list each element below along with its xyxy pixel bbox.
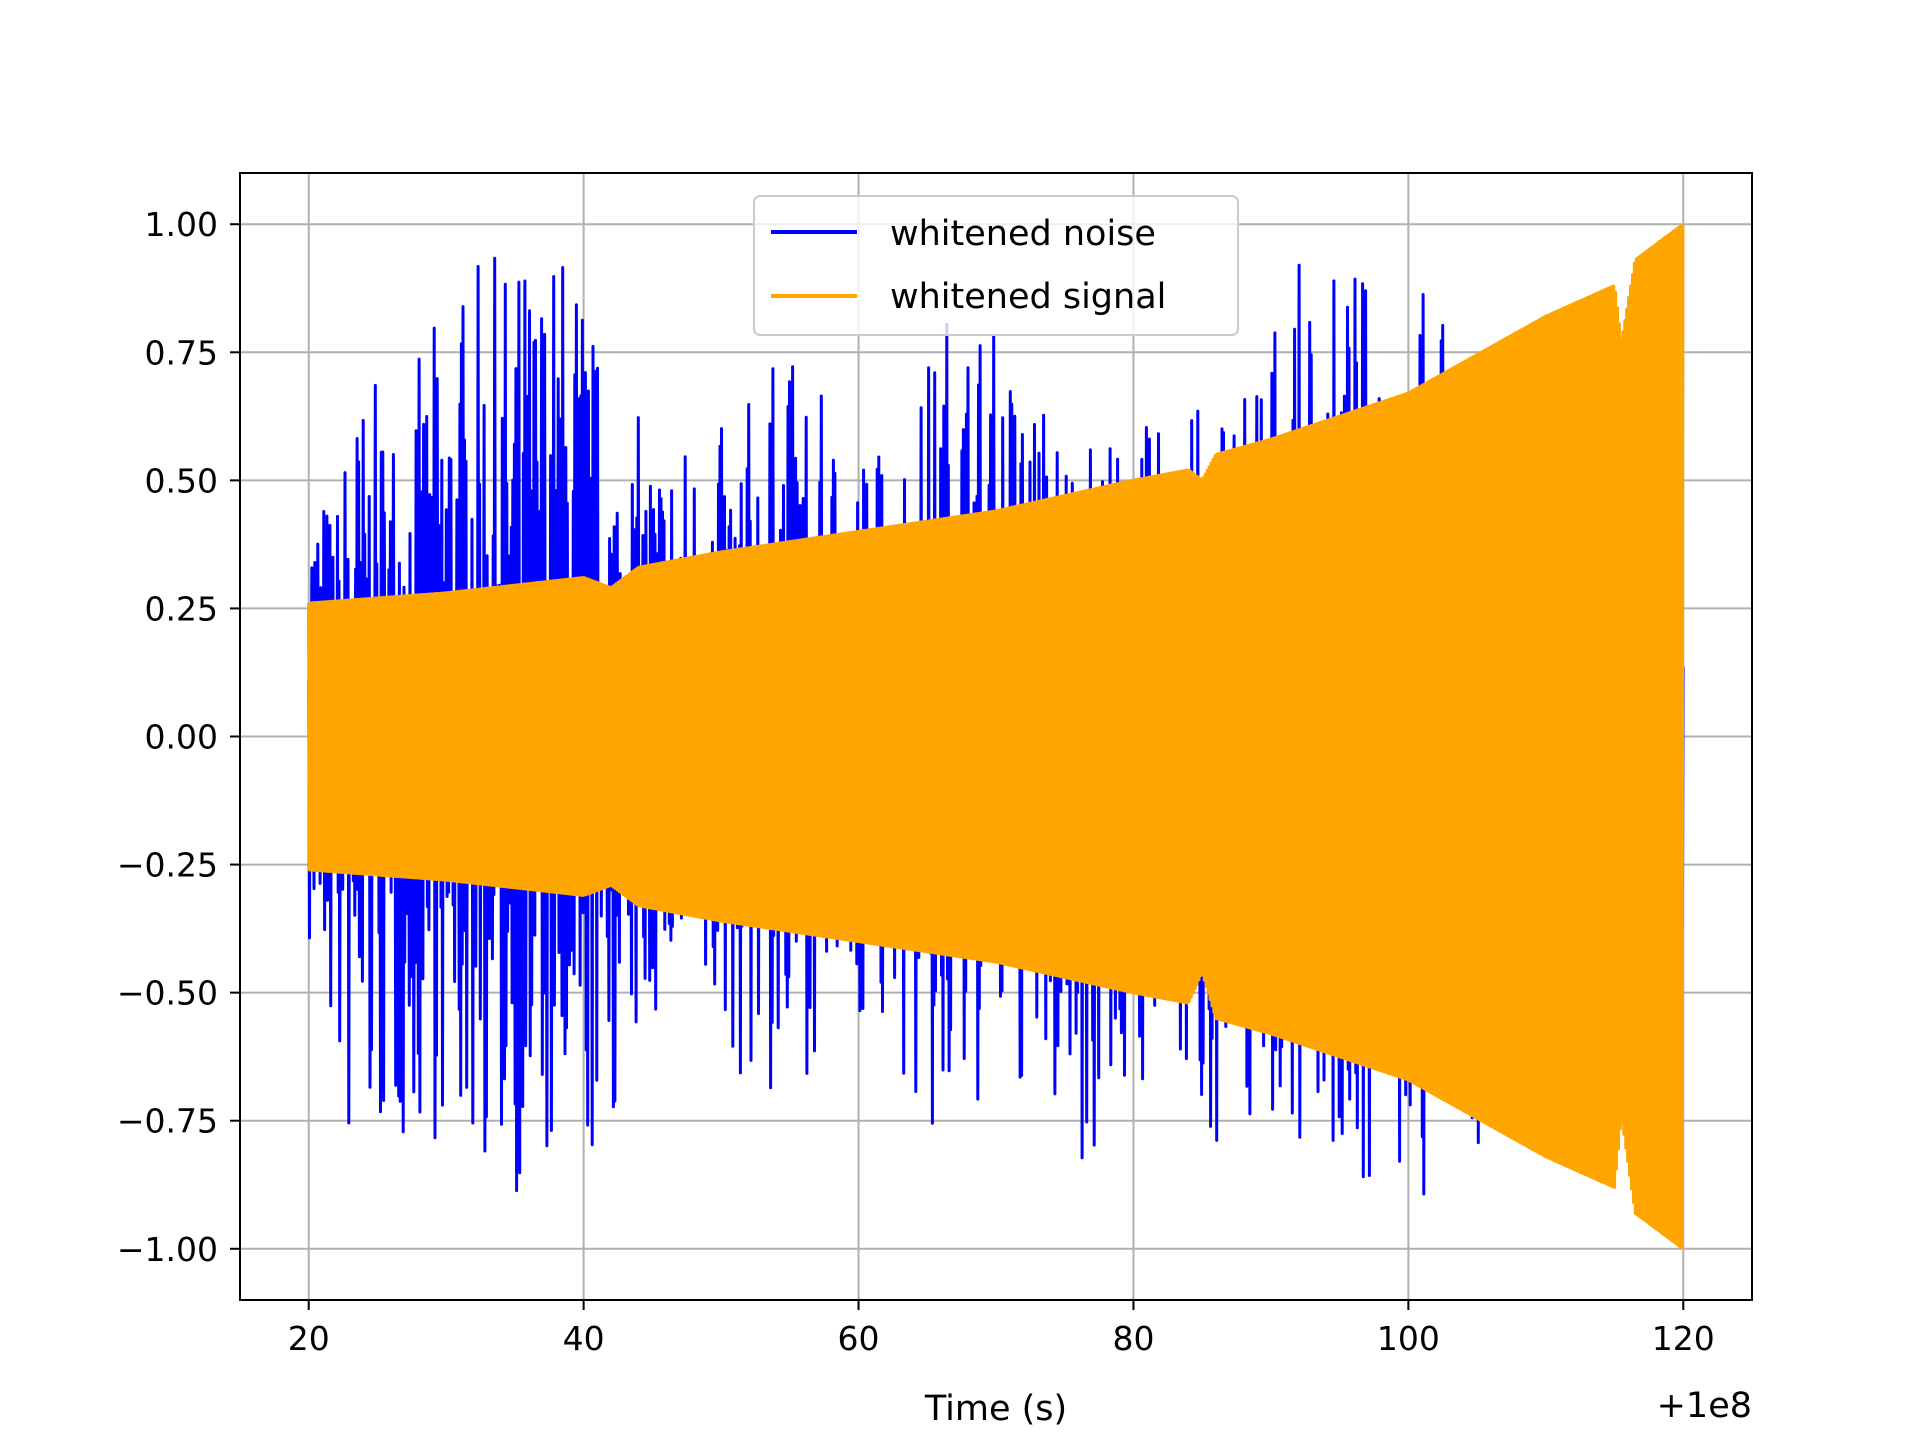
legend-box [753,195,1239,336]
legend-label-whitened-noise: whitened noise [890,214,1156,254]
x-tick-label: 60 [838,1319,880,1358]
y-tick-label: 0.25 [145,589,218,628]
x-offset-label: +1e8 [1657,1386,1752,1426]
y-tick-label: 0.50 [145,461,218,500]
x-tick-label: 20 [288,1319,330,1358]
ticks: 20 40 60 80 100 120 −1.00 −0.75 −0.50 −0.25 0.00 0.… [117,205,1715,1358]
y-tick-label: 0.75 [145,333,218,372]
y-tick-label: −1.00 [117,1230,218,1269]
series-line-whitened-signal [306,224,1685,1250]
x-tick-label: 80 [1112,1319,1154,1358]
x-tick-label: 40 [563,1319,605,1358]
legend-label-whitened-signal: whitened signal [890,277,1166,317]
y-tick-label: 0.00 [145,718,218,757]
y-tick-label: −0.50 [117,974,218,1013]
legend: whitened noise whitened signal [753,195,1239,336]
series-layer [306,224,1685,1250]
x-axis-label: Time (s) [924,1389,1067,1429]
x-tick-label: 120 [1652,1319,1715,1358]
y-tick-label: 1.00 [145,205,218,244]
y-tick-label: −0.75 [117,1102,218,1141]
x-tick-label: 100 [1377,1319,1440,1358]
y-tick-label: −0.25 [117,846,218,885]
series-fill-whitened-signal [308,224,1684,1249]
